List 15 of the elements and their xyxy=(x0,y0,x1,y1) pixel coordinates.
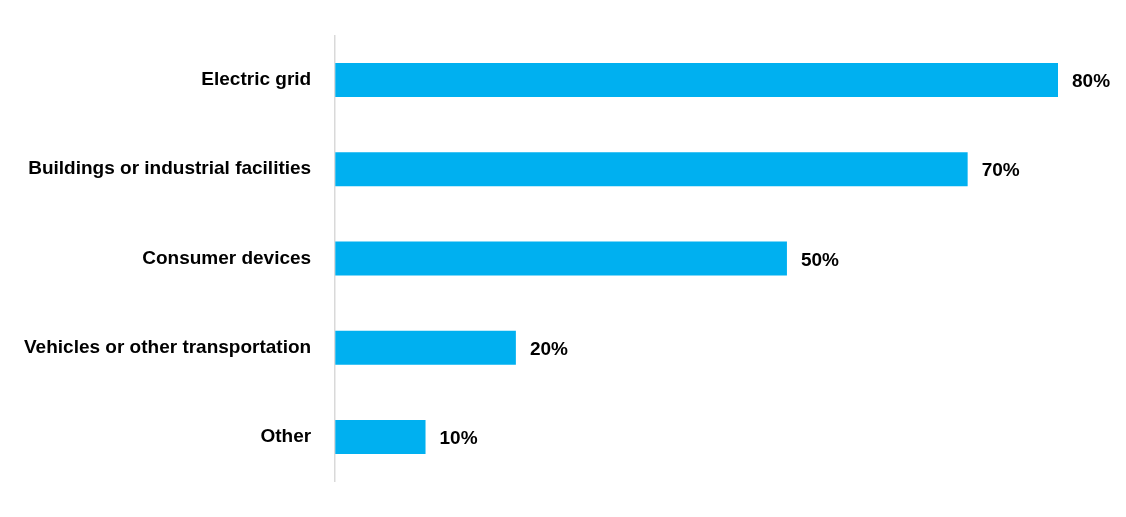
bar xyxy=(335,420,426,454)
bar xyxy=(335,152,968,187)
y-tick-label: Buildings or industrial facilities xyxy=(28,157,312,179)
bar xyxy=(335,330,516,365)
y-tick-label: Vehicles or other transportation xyxy=(24,335,312,357)
y-tick-label: Electric grid xyxy=(201,68,312,90)
bar xyxy=(335,63,1058,97)
y-tick-label: Consumer devices xyxy=(142,246,312,268)
data-label: 20% xyxy=(529,337,569,359)
y-tick-label: Other xyxy=(260,425,312,447)
data-label: 50% xyxy=(800,248,840,270)
data-label: 70% xyxy=(981,159,1020,181)
data-label: 10% xyxy=(439,427,478,449)
data-label: 80% xyxy=(1072,70,1111,92)
bar xyxy=(335,241,787,276)
